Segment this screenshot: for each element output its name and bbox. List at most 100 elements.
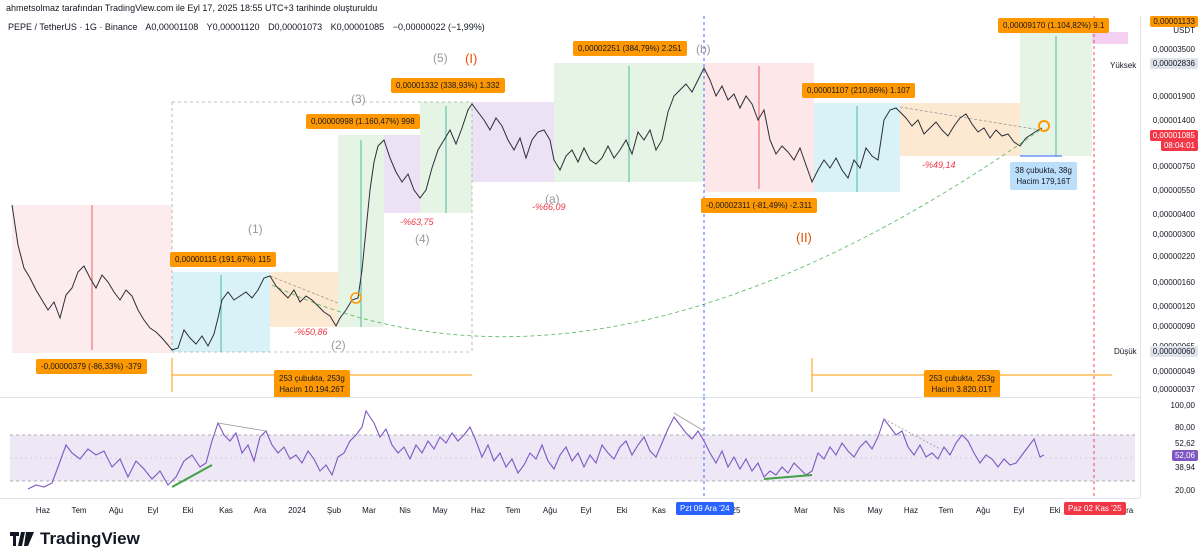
price-axis-label: 0,00000049 <box>1152 367 1195 376</box>
symbol-name[interactable]: PEPE / TetherUS · 1G · Binance <box>8 22 138 32</box>
range-label-3-volume: Hacim 179,16T <box>1016 177 1071 186</box>
correction-box-2 <box>384 135 420 213</box>
time-axis-label: Kas <box>652 506 666 515</box>
change-value: −0,00000022 (−1,99%) <box>392 22 485 32</box>
rsi-axis-label: 52,62 <box>1174 439 1195 448</box>
time-axis-label: Ara <box>1120 506 1134 515</box>
rsi-axis-label: 80,00 <box>1174 423 1195 432</box>
correction-pct-1: -%50,86 <box>294 327 328 337</box>
time-axis-label: Eyl <box>1013 506 1025 515</box>
drop-label-2[interactable]: -0,00002311 (-81,49%) -2.311 <box>701 198 817 213</box>
time-axis-label: Mar <box>362 506 376 515</box>
time-axis-label: Ağu <box>542 506 558 515</box>
cup-curve <box>271 129 1041 338</box>
rsi-current-tag: 52,06 <box>1171 450 1198 461</box>
price-axis-label: 0,00000220 <box>1152 252 1195 261</box>
wave-label-1: (1) <box>248 222 263 236</box>
target-box <box>1092 32 1128 44</box>
time-axis-label: Tem <box>505 506 521 515</box>
time-axis-label: Eyl <box>147 506 159 515</box>
correction-pct-4: -%49,14 <box>922 160 956 170</box>
wave-label-b: (b) <box>696 42 711 56</box>
wave-label-II: (II) <box>796 230 812 245</box>
open-value: A0,00001108 <box>145 22 199 32</box>
correction-box-3 <box>472 102 554 182</box>
price-axis-label: 0,00001400 <box>1152 116 1195 125</box>
drop-label-1[interactable]: -0,00000379 (-86,33%) -379 <box>36 359 147 374</box>
correction-pct-2: -%63,75 <box>400 217 434 227</box>
time-axis-label: Şub <box>326 506 342 515</box>
crosshair-date-tag: Pzt 09 Ara '24 <box>676 502 734 515</box>
time-axis-label: Kas <box>219 506 233 515</box>
time-axis-label: Eki <box>1049 506 1061 515</box>
rise-label-4[interactable]: 0,00002251 (384,79%) 2.251 <box>573 41 687 56</box>
current-price-marker <box>1038 120 1050 132</box>
rsi-axis-label: 20,00 <box>1174 486 1195 495</box>
currency-label: USDT <box>1173 26 1195 35</box>
high-price-tag: 0,00002836 <box>1149 58 1198 69</box>
range-label-1-volume: Hacim 10.194,26T <box>279 385 345 394</box>
time-axis-label: Haz <box>35 506 51 515</box>
price-axis-label: 0,00000750 <box>1152 162 1195 171</box>
time-axis-label: Ağu <box>975 506 991 515</box>
range-label-3[interactable]: 38 çubukta, 38g Hacim 179,16T <box>1010 162 1077 190</box>
time-axis-label: May <box>867 506 883 515</box>
correction-box-1 <box>270 272 338 327</box>
wave-label-3: (3) <box>351 92 366 106</box>
time-axis-label: Ara <box>253 506 267 515</box>
time-axis-label: Tem <box>71 506 87 515</box>
range-label-2-volume: Hacim 3.820,01T <box>931 385 993 394</box>
time-axis-label: Eki <box>182 506 194 515</box>
wave-label-I: (I) <box>465 51 478 66</box>
price-chart-pane[interactable] <box>0 16 1140 396</box>
time-axis-label: Eki <box>616 506 628 515</box>
low-price-tag: 0,00000060 <box>1149 346 1198 357</box>
rsi-line <box>27 409 1045 490</box>
footer: TradingView <box>0 520 1200 558</box>
symbol-legend[interactable]: PEPE / TetherUS · 1G · Binance A0,000011… <box>8 22 491 32</box>
time-axis-label: Eyl <box>580 506 592 515</box>
last-price-tag: 0,00001085 <box>1149 130 1198 141</box>
rise-label-1[interactable]: 0,00000115 (191,67%) 115 <box>170 252 276 267</box>
marker-2 <box>350 292 362 304</box>
range-label-2[interactable]: 253 çubukta, 253g Hacim 3.820,01T <box>924 370 1000 398</box>
attribution-text: ahmetsolmaz tarafından TradingView.com i… <box>6 3 378 13</box>
correction-pct-3: -%66,09 <box>532 202 566 212</box>
wave-label-5: (5) <box>433 51 448 65</box>
wave-label-a: (a) <box>545 192 560 206</box>
range-label-1[interactable]: 253 çubukta, 253g Hacim 10.194,26T <box>274 370 350 398</box>
price-axis[interactable]: USDT 0,00003500 0,00001900 0,00001400 0,000… <box>1140 16 1200 498</box>
price-axis-label: 0,00000120 <box>1152 302 1195 311</box>
range-label-3-bars: 38 çubukta, 38g <box>1015 166 1072 175</box>
rise-label-5[interactable]: 0,00001107 (210,86%) 1.107 <box>802 83 916 98</box>
time-axis-label: Ağu <box>108 506 124 515</box>
time-axis[interactable]: Haz Tem Ağu Eyl Eki Kas Ara 2024 Şub Mar Nis May Haz… <box>0 498 1140 521</box>
price-series <box>11 66 1043 351</box>
low-value: D0,00001073 <box>268 22 323 32</box>
brand-name: TradingView <box>40 529 140 548</box>
tradingview-logo-icon <box>10 532 34 546</box>
rsi-pane[interactable] <box>0 397 1140 498</box>
range-label-1-bars: 253 çubukta, 253g <box>279 374 345 383</box>
time-axis-label: Haz <box>470 506 486 515</box>
price-axis-label: 0,00000550 <box>1152 186 1195 195</box>
countdown-tag: 08:04:01 <box>1160 140 1198 151</box>
time-axis-label: Nis <box>833 506 845 515</box>
time-axis-label: Haz <box>903 506 919 515</box>
top-price-tag: 0,00001133 <box>1150 16 1198 27</box>
rise-label-6[interactable]: 0,00009170 (1.104,82%) 9.1 <box>998 18 1110 33</box>
tradingview-logo[interactable]: TradingView <box>10 529 140 549</box>
price-axis-label: 0,00000300 <box>1152 230 1195 239</box>
high-value: Y0,00001120 <box>206 22 260 32</box>
rise-label-2[interactable]: 0,00000998 (1.160,47%) 998 <box>306 114 420 129</box>
price-axis-label: 0,00000090 <box>1152 322 1195 331</box>
time-axis-label: Mar <box>794 506 808 515</box>
rise-label-3[interactable]: 0,00001332 (338,93%) 1.332 <box>391 78 505 93</box>
price-axis-label: 0,00000160 <box>1152 278 1195 287</box>
rsi-axis-label: 100,00 <box>1170 401 1195 410</box>
wave-label-2: (2) <box>331 338 346 352</box>
time-axis-label: Tem <box>938 506 954 515</box>
price-axis-label: 0,00000037 <box>1152 385 1195 394</box>
close-value: K0,00001085 <box>330 22 385 32</box>
wave-label-4: (4) <box>415 232 430 246</box>
